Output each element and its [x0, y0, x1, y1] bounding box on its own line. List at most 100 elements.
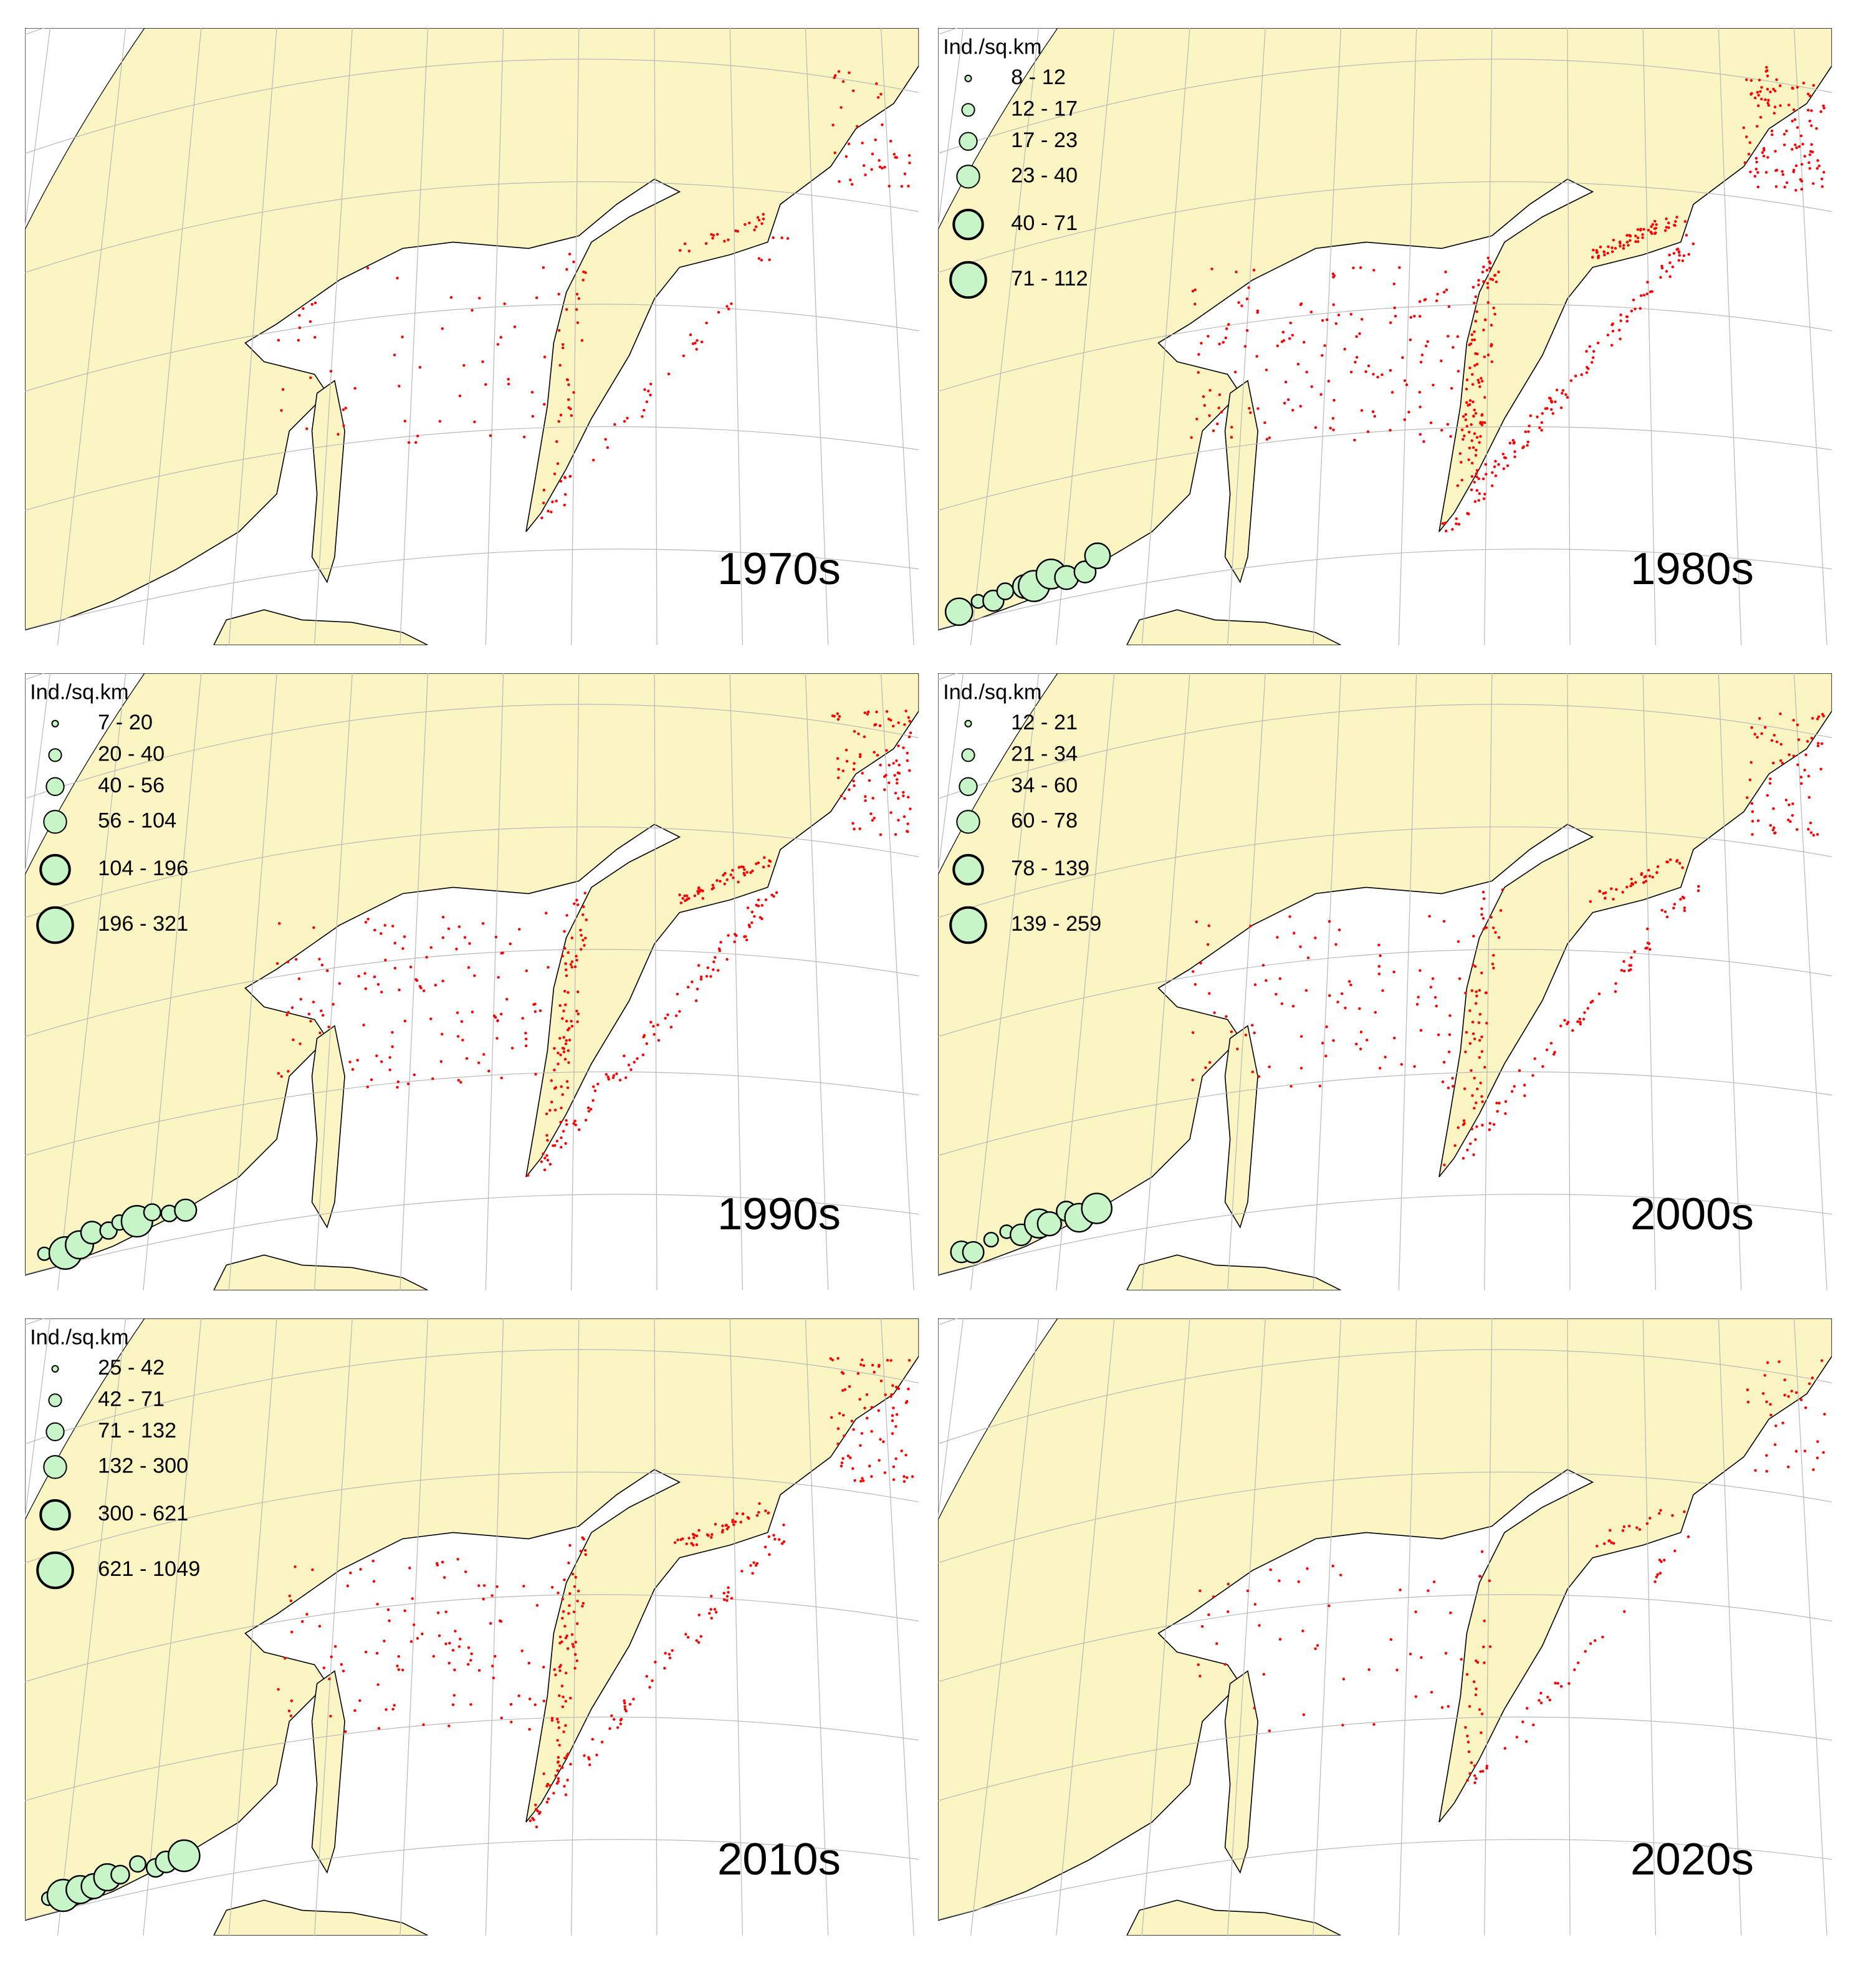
- survey-point: [885, 749, 888, 752]
- survey-point: [305, 1613, 309, 1616]
- survey-point: [1475, 363, 1479, 366]
- graticule: [313, 28, 353, 645]
- survey-point: [525, 969, 528, 972]
- survey-point: [1478, 1039, 1481, 1042]
- survey-point: [342, 408, 345, 411]
- survey-point: [894, 792, 897, 795]
- survey-point: [1207, 335, 1210, 338]
- survey-point: [1751, 810, 1754, 814]
- graticule: [938, 181, 1832, 273]
- survey-point: [1437, 1033, 1440, 1037]
- survey-point: [1457, 940, 1460, 943]
- survey-point: [1324, 1054, 1328, 1058]
- survey-point: [1474, 1693, 1478, 1696]
- survey-point: [545, 1154, 548, 1157]
- graticule: [1141, 1318, 1190, 1936]
- legend-title: Ind./sq.km: [943, 680, 1041, 704]
- survey-point: [438, 420, 442, 423]
- survey-point: [467, 1646, 471, 1649]
- survey-point: [1245, 329, 1249, 332]
- survey-point: [1643, 875, 1647, 879]
- survey-point: [1329, 426, 1332, 430]
- graticule: [25, 1349, 919, 1444]
- survey-point: [841, 80, 845, 84]
- survey-point: [489, 434, 492, 438]
- survey-point: [1359, 266, 1362, 269]
- survey-point: [1473, 330, 1476, 334]
- survey-point: [892, 762, 895, 765]
- survey-point: [611, 1076, 615, 1080]
- survey-point: [1597, 992, 1601, 996]
- survey-point: [1473, 1077, 1476, 1080]
- survey-point: [1465, 378, 1469, 382]
- survey-point: [1280, 1002, 1284, 1006]
- land: [25, 673, 919, 1276]
- survey-point: [902, 746, 905, 749]
- survey-point: [1212, 429, 1215, 433]
- survey-point: [1447, 1705, 1450, 1708]
- survey-point: [443, 1576, 446, 1579]
- survey-point: [1447, 305, 1451, 309]
- survey-point: [388, 1068, 391, 1072]
- survey-point: [1612, 238, 1615, 242]
- survey-point: [1634, 307, 1637, 310]
- survey-point: [1359, 1047, 1362, 1050]
- survey-point: [1265, 979, 1268, 982]
- survey-point: [1774, 150, 1777, 153]
- survey-point: [1458, 452, 1462, 455]
- survey-point: [1792, 719, 1796, 722]
- survey-point: [883, 1471, 887, 1474]
- survey-point: [1493, 465, 1496, 468]
- survey-point: [1807, 108, 1810, 112]
- survey-point: [1481, 477, 1485, 481]
- survey-point: [649, 382, 653, 386]
- survey-point: [318, 1031, 322, 1035]
- survey-point: [888, 764, 891, 767]
- survey-point: [577, 297, 581, 300]
- survey-point: [1321, 353, 1324, 357]
- survey-point: [691, 980, 694, 984]
- survey-point: [1314, 1647, 1317, 1651]
- survey-point: [1451, 527, 1454, 531]
- survey-point: [583, 891, 586, 895]
- survey-point: [1245, 297, 1249, 300]
- survey-point: [706, 1533, 709, 1537]
- survey-point: [1758, 717, 1761, 720]
- survey-point: [1286, 398, 1290, 401]
- survey-point: [1475, 1125, 1478, 1128]
- survey-point: [1349, 983, 1352, 987]
- survey-point: [705, 321, 708, 325]
- survey-point: [393, 966, 397, 970]
- survey-point: [902, 1480, 906, 1483]
- survey-point: [403, 935, 406, 938]
- survey-point: [1667, 221, 1670, 224]
- survey-point: [554, 1673, 557, 1677]
- survey-point: [545, 1800, 549, 1804]
- survey-point: [1808, 167, 1812, 170]
- survey-point: [398, 385, 401, 388]
- survey-point: [693, 894, 697, 898]
- survey-point: [1473, 1781, 1476, 1784]
- survey-point: [1215, 1642, 1218, 1645]
- legend-symbol: [36, 906, 74, 944]
- survey-point: [782, 1540, 786, 1543]
- survey-point: [883, 788, 886, 792]
- survey-point: [396, 1085, 399, 1089]
- survey-point: [1758, 79, 1761, 82]
- survey-point: [482, 1584, 486, 1587]
- survey-point: [724, 871, 727, 875]
- survey-point: [1816, 744, 1820, 747]
- graticule: [938, 1594, 1832, 1682]
- survey-point: [1683, 909, 1687, 912]
- survey-point: [1791, 87, 1794, 90]
- survey-point: [904, 1453, 907, 1457]
- survey-point: [448, 1641, 451, 1645]
- survey-point: [1772, 807, 1775, 810]
- survey-point: [1646, 281, 1649, 284]
- survey-point: [560, 1085, 563, 1088]
- survey-point: [1253, 1031, 1256, 1035]
- survey-point: [1302, 1713, 1306, 1716]
- graticule: [571, 673, 580, 1290]
- survey-point: [1761, 1392, 1765, 1395]
- survey-point: [1365, 1039, 1369, 1042]
